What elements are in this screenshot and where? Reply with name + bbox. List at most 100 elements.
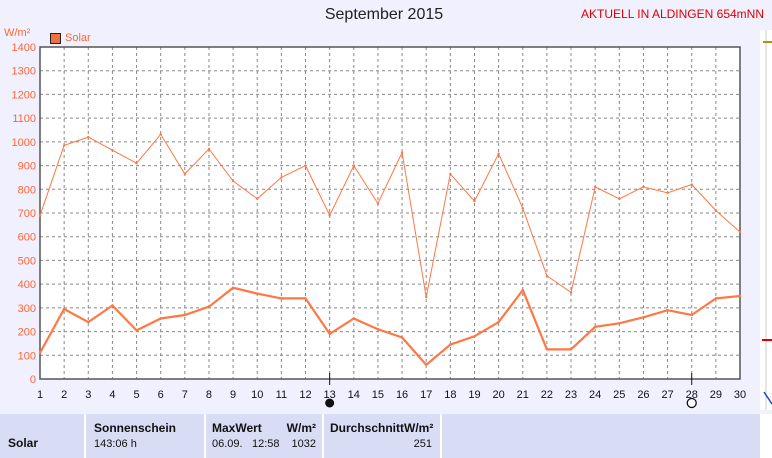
sunshine-cell: Sonnenschein 143:06 h [86, 414, 206, 458]
data-point [280, 297, 283, 300]
x-tick-label: 12 [299, 389, 311, 401]
data-point [328, 332, 331, 336]
y-tick-label: 100 [18, 350, 36, 362]
x-tick-label: 28 [686, 389, 698, 401]
y-tick-label: 1100 [12, 113, 36, 125]
x-tick-label: 4 [109, 389, 115, 401]
average-cell: DurchschnittW/m² 251 [324, 414, 442, 458]
data-point [714, 297, 718, 300]
y-tick-label: 300 [18, 303, 36, 315]
x-tick-label: 5 [133, 389, 139, 401]
data-point [231, 179, 235, 183]
x-tick-label: 25 [613, 389, 625, 401]
data-point [545, 274, 549, 278]
y-tick-label: 400 [18, 279, 36, 291]
data-point [569, 291, 573, 294]
data-point [256, 292, 259, 295]
data-point [666, 191, 669, 195]
info-row-label-cell: Solar [0, 414, 86, 458]
data-point [642, 185, 645, 189]
data-point [352, 317, 355, 320]
data-point [425, 363, 428, 366]
x-tick-label: 1 [37, 389, 43, 401]
y-tick-label: 1400 [12, 42, 36, 54]
y-tick-label: 1200 [12, 89, 36, 101]
solar-line-chart: 0 100 200 300 400 500 600 700 800 900 1000 1100 1200… [12, 42, 746, 409]
plot-frame [39, 46, 741, 380]
x-tick-label: 13 [324, 389, 336, 401]
data-point [690, 313, 693, 317]
x-tick-label: 22 [541, 389, 553, 401]
x-tick-label: 10 [251, 389, 263, 401]
data-point [449, 172, 452, 176]
x-tick-label: 18 [444, 389, 456, 401]
data-point [642, 316, 645, 319]
y-axis-unit: W/m² [4, 27, 31, 39]
data-point [231, 286, 235, 289]
data-point [618, 197, 621, 200]
y-tick-label: 800 [18, 184, 36, 196]
data-point [714, 209, 718, 212]
y-tick-label: 900 [18, 161, 36, 173]
data-point [111, 148, 114, 152]
y-tick-label: 0 [30, 374, 36, 386]
open-day-marker [686, 397, 697, 409]
x-tick-label: 9 [230, 389, 236, 401]
x-tick-label: 11 [276, 389, 287, 401]
data-point [352, 164, 355, 167]
x-tick-label: 2 [61, 389, 67, 401]
max-label: MaxWert [212, 421, 262, 435]
data-point [473, 335, 476, 338]
data-point [38, 351, 42, 355]
data-point [304, 164, 307, 167]
side-gauge-strip [760, 30, 772, 410]
x-tick-label: 24 [589, 389, 601, 401]
y-tick-label: 200 [18, 327, 36, 339]
x-tick-label: 15 [372, 389, 384, 401]
data-point [111, 304, 114, 307]
data-point [425, 295, 428, 299]
data-point [256, 197, 259, 200]
data-point [38, 214, 42, 217]
data-point [545, 348, 549, 351]
y-tick-label: 1000 [12, 137, 36, 149]
y-tick-label: 700 [18, 208, 36, 220]
empty-cell [442, 414, 762, 458]
data-point [400, 336, 404, 339]
data-point [159, 317, 162, 320]
max-cell: MaxWert W/m² 06.09. 12:58 1032 [206, 414, 324, 458]
data-point [135, 329, 138, 332]
x-tick-label: 21 [517, 389, 529, 401]
data-point [521, 288, 524, 292]
data-point [62, 307, 66, 311]
x-tick-label: 26 [637, 389, 649, 401]
legend: Solar [50, 32, 91, 44]
y-tick-label: 600 [18, 232, 36, 244]
data-point [593, 325, 597, 329]
data-point [376, 202, 380, 205]
data-point [569, 348, 573, 351]
sunshine-value: 143:06 h [94, 438, 137, 450]
x-tick-label: 27 [661, 389, 673, 401]
average-label: DurchschnittW/m² [330, 421, 434, 435]
max-time: 12:58 [252, 438, 280, 450]
data-point [135, 162, 138, 165]
data-point [376, 328, 380, 331]
data-point [738, 230, 742, 234]
data-point [618, 322, 621, 325]
x-tick-label: 6 [158, 389, 164, 401]
data-point [87, 320, 90, 324]
max-unit: W/m² [286, 421, 316, 435]
data-point [449, 343, 452, 346]
data-point [183, 172, 187, 176]
data-point [497, 320, 500, 324]
x-tick-label: 19 [468, 389, 480, 401]
data-point [328, 214, 331, 217]
average-value: 251 [413, 438, 432, 450]
info-panel: Solar Sonnenschein 143:06 h MaxWert W/m²… [0, 414, 772, 458]
x-tick-label: 30 [734, 389, 746, 401]
data-point [666, 309, 669, 312]
data-point [497, 152, 500, 155]
y-tick-label: 500 [18, 255, 36, 267]
x-tick-label: 3 [85, 389, 91, 401]
